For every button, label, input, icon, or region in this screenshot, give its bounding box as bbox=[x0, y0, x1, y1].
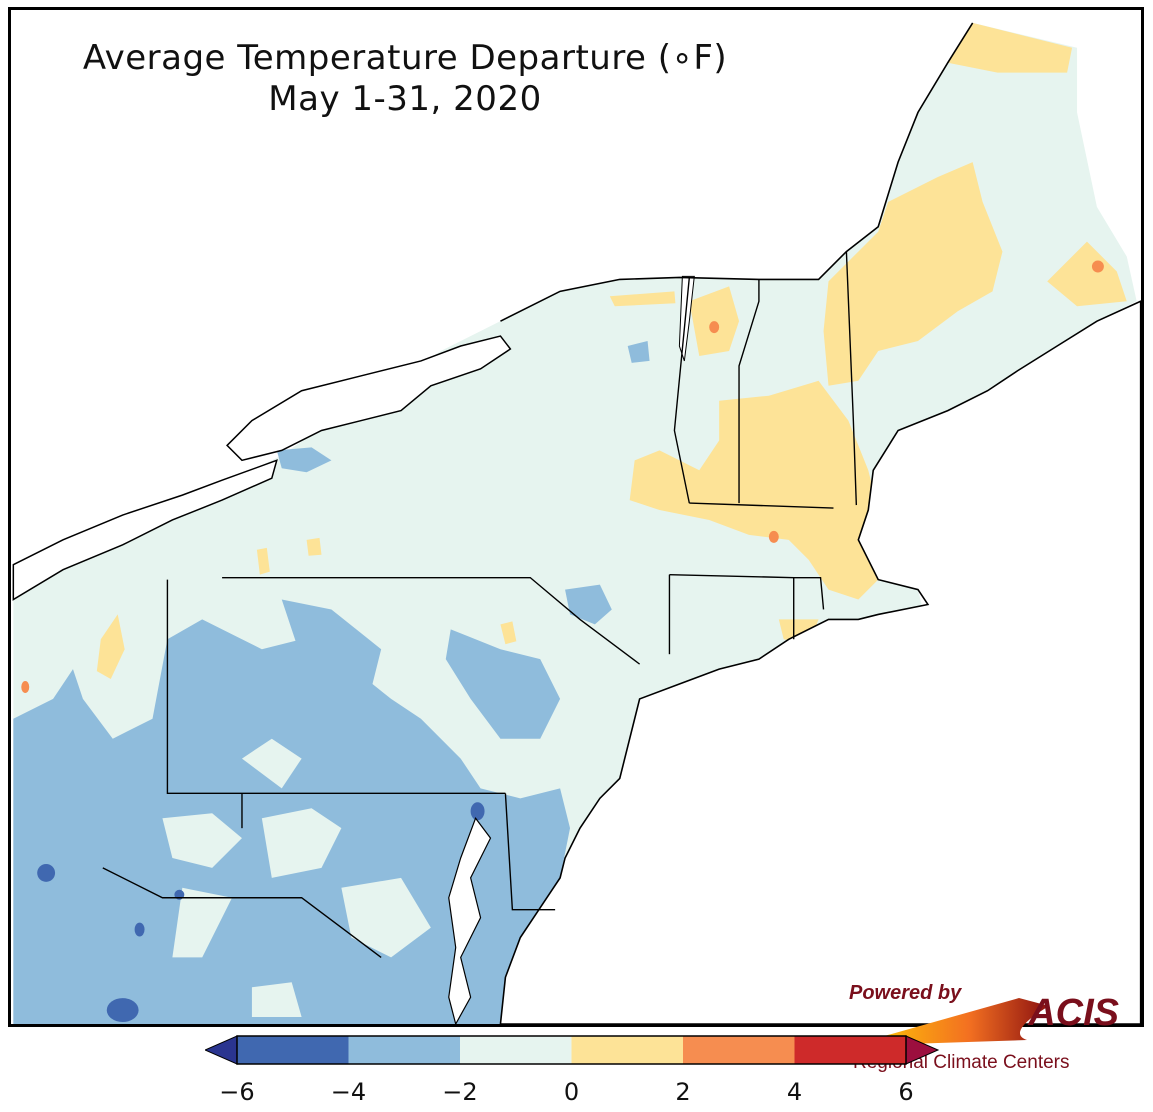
region-hot-spot-me bbox=[1091, 260, 1104, 273]
colorbar-tick-label: −6 bbox=[219, 1078, 255, 1106]
region-cold-spot-4 bbox=[134, 922, 145, 937]
lake-erie bbox=[12, 459, 278, 601]
colorbar-legend bbox=[205, 1035, 940, 1065]
region-warm-maine bbox=[823, 162, 1003, 386]
colorbar-bin bbox=[237, 1036, 349, 1064]
region-hot-spot-ma bbox=[768, 530, 779, 543]
region-warm-ny-north bbox=[609, 291, 676, 307]
colorbar-bin bbox=[794, 1036, 906, 1064]
region-warm-pa-spot bbox=[500, 621, 517, 645]
region-near-normal-patch-4 bbox=[172, 887, 233, 958]
colorbar-tick-label: 2 bbox=[675, 1078, 691, 1106]
region-hot-spot-oh bbox=[21, 681, 30, 693]
colorbar-below-arrow bbox=[205, 1035, 238, 1065]
region-warm-ny-spot bbox=[256, 547, 270, 575]
region-near-normal-patch-3 bbox=[261, 808, 342, 878]
map-title: Average Temperature Departure (∘F) May 1… bbox=[40, 38, 770, 120]
canada-border bbox=[500, 22, 974, 322]
temperature-departure-map bbox=[12, 22, 1141, 1024]
colorbar-bin bbox=[460, 1036, 572, 1064]
map-frame bbox=[8, 7, 1144, 1027]
colorbar-bin bbox=[571, 1036, 683, 1064]
region-near-normal-patch-6 bbox=[251, 982, 302, 1018]
lake-ontario bbox=[226, 335, 512, 462]
region-cool-ny-ct bbox=[565, 584, 612, 625]
region-cool-pa-east bbox=[445, 629, 561, 739]
region-cold-spot-1 bbox=[37, 863, 56, 882]
region-cold-spot-3 bbox=[106, 998, 139, 1023]
region-cold-spot-2 bbox=[470, 802, 485, 821]
region-near-normal-patch-5 bbox=[341, 877, 431, 958]
acis-swoosh-icon bbox=[849, 998, 1049, 1046]
region-warm-nh-ma bbox=[629, 380, 879, 600]
colorbar-above-arrow bbox=[905, 1035, 940, 1065]
colorbar-bin bbox=[348, 1036, 460, 1064]
colorbar-tick-label: 0 bbox=[563, 1078, 580, 1106]
colorbar-bin bbox=[683, 1036, 795, 1064]
region-cool-ny-north bbox=[627, 341, 650, 363]
chesapeake-bay bbox=[448, 816, 492, 1024]
region-warm-ny-spot-2 bbox=[306, 537, 322, 556]
state-boundaries bbox=[102, 251, 858, 958]
powered-by-label: Powered by bbox=[849, 982, 962, 1004]
ocean bbox=[499, 300, 1141, 1024]
acis-name: ACIS bbox=[1028, 992, 1119, 1034]
region-warm-maine-north bbox=[947, 22, 1073, 73]
acis-logo: Powered by ACIS Regional Climate Centers bbox=[849, 982, 1119, 1074]
colorbar-tick-label: −4 bbox=[330, 1078, 367, 1106]
colorbar-outline bbox=[236, 1035, 907, 1065]
region-hot-spot-vt bbox=[709, 321, 720, 334]
title-line-2: May 1-31, 2020 bbox=[268, 79, 542, 119]
region-warm-oh bbox=[96, 614, 125, 680]
region-near-normal-patch-2 bbox=[241, 738, 302, 789]
region-cool-pa-central bbox=[281, 599, 382, 689]
region-near-normal-patch-1 bbox=[162, 813, 242, 868]
colorbar-tick-label: 6 bbox=[898, 1078, 914, 1106]
region-cool-ny-west bbox=[276, 447, 332, 473]
colorbar-tick-label: 4 bbox=[786, 1078, 803, 1106]
title-line-1: Average Temperature Departure (∘F) bbox=[82, 38, 728, 78]
region-warm-maine-east bbox=[1047, 241, 1127, 307]
colorbar-tick-label: −2 bbox=[442, 1078, 478, 1106]
